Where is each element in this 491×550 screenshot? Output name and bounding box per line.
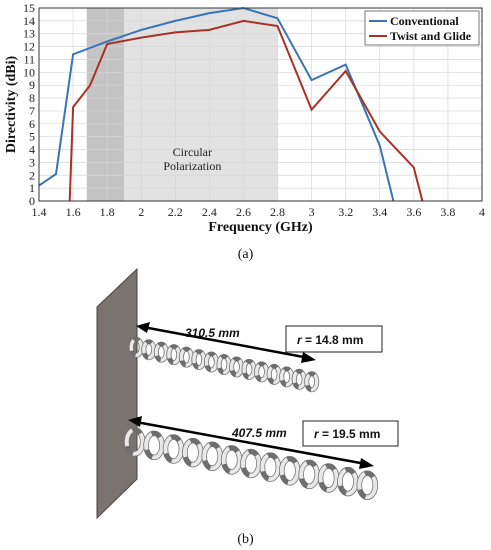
coil-turn-highlight bbox=[304, 372, 319, 392]
length-label-bottom: 407.5 mm bbox=[231, 426, 287, 440]
coil-turn-highlight bbox=[357, 471, 378, 500]
helix-diagram: 310.5 mm r = 14.8 mm 407.5 mm r = 19.5 m… bbox=[96, 267, 399, 520]
x-tick-label: 3.8 bbox=[440, 205, 455, 219]
shaded-region-1 bbox=[124, 8, 278, 201]
y-tick-label: 7 bbox=[29, 104, 35, 118]
radius-label-top: r = 14.8 mm bbox=[297, 333, 363, 347]
coil-turn-highlight bbox=[337, 467, 358, 496]
caption-b: (b) bbox=[237, 532, 254, 547]
coil-turn-highlight bbox=[221, 445, 242, 474]
coil-turn-highlight bbox=[204, 352, 219, 372]
x-tick-label: 3 bbox=[309, 205, 315, 219]
x-tick-label: 2 bbox=[138, 205, 144, 219]
coil-turn-highlight bbox=[318, 463, 339, 492]
legend-label-conventional: Conventional bbox=[390, 14, 459, 28]
dimension-arrow-bottom bbox=[128, 416, 374, 469]
legend: Conventional Twist and Glide bbox=[364, 10, 480, 46]
plot-frame bbox=[38, 7, 483, 202]
caption-a: (a) bbox=[238, 247, 254, 262]
series-line-conventional bbox=[38, 6, 395, 202]
x-tick-label: 2.8 bbox=[270, 205, 285, 219]
x-tick-label: 3.2 bbox=[338, 205, 353, 219]
y-tick-label: 1 bbox=[29, 181, 35, 195]
radius-box-bottom: r = 19.5 mm bbox=[302, 420, 399, 447]
coil-turn-highlight bbox=[292, 369, 306, 390]
annotation-polarization: Polarization bbox=[163, 159, 221, 173]
coil-turn-highlight bbox=[260, 453, 281, 482]
helix-coil-conventional bbox=[128, 336, 320, 393]
coil-turn-highlight bbox=[279, 367, 294, 387]
x-tick-label: 2.2 bbox=[168, 205, 183, 219]
coil-turn-highlight bbox=[124, 427, 145, 456]
x-tick-label: 4 bbox=[479, 205, 485, 219]
coil-turn-highlight bbox=[142, 339, 156, 360]
x-tick-label: 1.6 bbox=[66, 205, 81, 219]
coil-turn-highlight bbox=[242, 359, 256, 380]
coil-turn-highlight bbox=[129, 337, 144, 357]
length-label-top: 310.5 mm bbox=[185, 326, 240, 340]
series-line-twist-and-glide bbox=[68, 19, 424, 202]
y-tick-label: 0 bbox=[29, 194, 35, 208]
x-tick-label: 3.6 bbox=[406, 205, 421, 219]
series-lines bbox=[38, 6, 424, 202]
coil-turn-highlight bbox=[163, 435, 184, 464]
coil-turn-highlight bbox=[279, 456, 300, 485]
ground-plane bbox=[96, 267, 138, 520]
coil-turn-highlight bbox=[154, 342, 169, 362]
coil-turn-highlight bbox=[179, 347, 194, 367]
x-axis-label: Frequency (GHz) bbox=[208, 220, 313, 235]
coil-turn-highlight bbox=[167, 344, 181, 365]
y-tick-label: 5 bbox=[29, 130, 35, 144]
grid bbox=[38, 7, 483, 202]
directivity-chart: Circular Polarization 1.4 1.6 1.8 2 2.2 2.4 2.… bbox=[4, 1, 485, 235]
shaded-regions bbox=[86, 8, 278, 201]
y-tick-label: 2 bbox=[29, 168, 35, 182]
legend-label-twist-and-glide: Twist and Glide bbox=[390, 29, 472, 43]
y-tick-label: 13 bbox=[23, 27, 35, 41]
y-axis-label: Directivity (dBi) bbox=[4, 56, 19, 154]
x-tick-label: 2.4 bbox=[202, 205, 217, 219]
radius-label-bottom: r = 19.5 mm bbox=[314, 427, 380, 441]
y-tick-label: 3 bbox=[29, 155, 35, 169]
shaded-region-0 bbox=[86, 8, 125, 201]
y-tick-label: 14 bbox=[23, 14, 35, 28]
radius-box-top: r = 14.8 mm bbox=[285, 325, 383, 353]
x-tick-label: 1.4 bbox=[32, 205, 47, 219]
annotation-circular: Circular bbox=[173, 145, 212, 159]
y-tick-label: 8 bbox=[29, 91, 35, 105]
coil-turn-highlight bbox=[182, 438, 203, 467]
coil-turn-highlight bbox=[192, 349, 206, 370]
y-tick-label: 9 bbox=[29, 78, 35, 92]
x-tick-label: 2.6 bbox=[236, 205, 251, 219]
coil-turn-highlight bbox=[267, 364, 281, 385]
x-tick-label: 3.4 bbox=[372, 205, 387, 219]
coil-turn-highlight bbox=[144, 431, 165, 460]
coil-turn-highlight bbox=[229, 357, 244, 377]
helix-coil-twist-and-glide bbox=[123, 427, 379, 500]
coil-turn-highlight bbox=[202, 442, 223, 471]
coil-turn-highlight bbox=[254, 362, 269, 382]
y-tick-label: 4 bbox=[29, 143, 35, 157]
dimension-arrow-top bbox=[136, 322, 316, 363]
coil-turn-highlight bbox=[241, 449, 261, 478]
x-tick-labels: 1.4 1.6 1.8 2 2.2 2.4 2.6 2.8 3 3.2 3.4 3.6 3.8 4 bbox=[32, 205, 486, 219]
coil-turn-highlight bbox=[299, 460, 320, 489]
x-tick-label: 1.8 bbox=[100, 205, 115, 219]
legend-box bbox=[364, 10, 480, 46]
y-tick-label: 11 bbox=[23, 52, 35, 66]
y-tick-label: 12 bbox=[23, 40, 35, 54]
y-tick-label: 10 bbox=[23, 65, 35, 79]
coil-turn-highlight bbox=[217, 354, 231, 375]
y-tick-label: 15 bbox=[23, 1, 35, 15]
y-tick-label: 6 bbox=[29, 117, 35, 131]
